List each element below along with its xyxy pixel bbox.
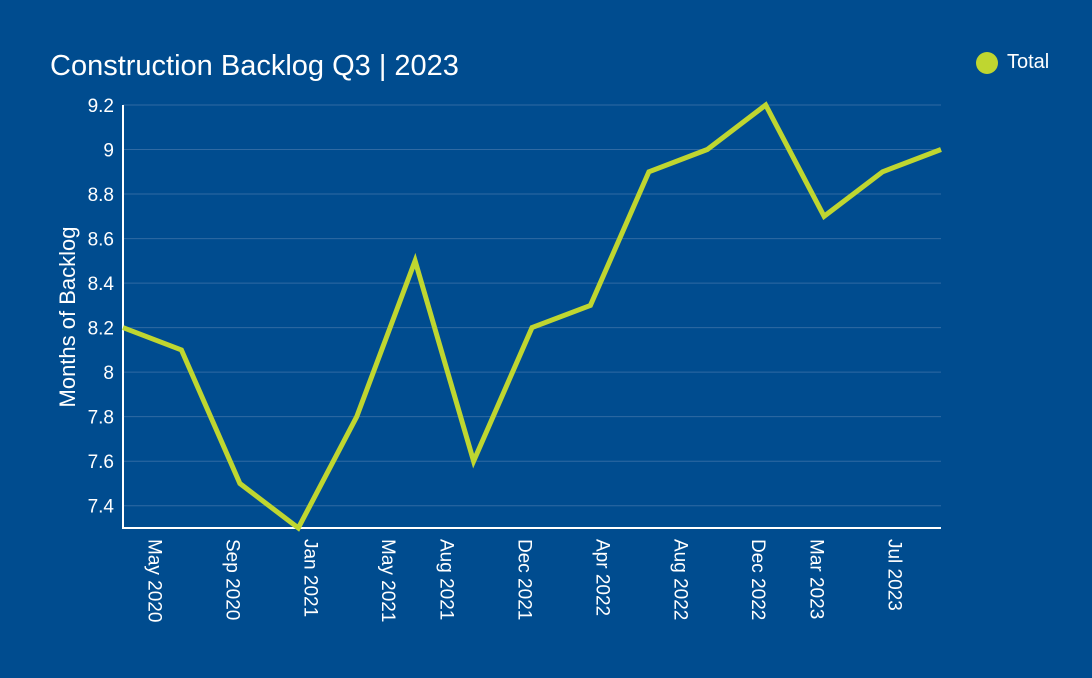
data-point[interactable] bbox=[585, 300, 595, 310]
y-tick-label: 7.8 bbox=[88, 408, 114, 429]
x-tick-label: Aug 2021 bbox=[436, 539, 457, 620]
y-tick-label: 7.4 bbox=[88, 497, 115, 518]
y-tick-label: 8.6 bbox=[88, 230, 114, 251]
y-tick-label: 9 bbox=[103, 141, 114, 162]
data-point[interactable] bbox=[410, 256, 420, 266]
y-tick-label: 8.4 bbox=[88, 274, 115, 295]
y-tick-label: 9.2 bbox=[88, 96, 114, 117]
legend-swatch-total[interactable] bbox=[976, 51, 998, 74]
x-tick-label: Dec 2021 bbox=[514, 539, 535, 620]
grid-lines bbox=[123, 104, 941, 507]
x-tick-label: Jan 2021 bbox=[299, 539, 320, 617]
x-tick-label: Dec 2022 bbox=[747, 539, 768, 620]
y-axis-title: Months of Backlog bbox=[55, 227, 80, 408]
data-point[interactable] bbox=[819, 211, 829, 221]
x-tick-label: Aug 2022 bbox=[669, 539, 690, 620]
chart-title: Construction Backlog Q3 | 2023 bbox=[50, 50, 459, 82]
data-point[interactable] bbox=[878, 167, 888, 177]
series-layer bbox=[118, 100, 946, 533]
data-point[interactable] bbox=[469, 456, 479, 466]
data-point[interactable] bbox=[761, 100, 771, 110]
y-tick-label: 7.6 bbox=[88, 452, 114, 473]
x-tick-label: May 2020 bbox=[143, 539, 164, 622]
data-point[interactable] bbox=[644, 167, 654, 177]
x-tick-label: May 2021 bbox=[377, 539, 398, 622]
data-point[interactable] bbox=[293, 523, 303, 533]
series-line-total[interactable] bbox=[122, 101, 942, 532]
data-point[interactable] bbox=[176, 345, 186, 355]
y-tick-label: 8.2 bbox=[88, 319, 114, 340]
y-tick-label: 8.8 bbox=[88, 185, 114, 206]
y-tick-labels: 7.4 7.6 7.8 8 8.2 8.4 8.6 8.8 9 9.2 bbox=[88, 96, 115, 518]
data-point[interactable] bbox=[118, 323, 128, 333]
y-tick-label: 8 bbox=[103, 363, 114, 384]
x-tick-label: Jul 2023 bbox=[884, 539, 905, 611]
legend: Total bbox=[976, 51, 1049, 74]
data-point[interactable] bbox=[352, 412, 362, 422]
x-tick-label: Sep 2020 bbox=[221, 539, 242, 620]
x-tick-label: Apr 2022 bbox=[591, 539, 612, 616]
data-point[interactable] bbox=[235, 478, 245, 488]
data-point[interactable] bbox=[527, 323, 537, 333]
x-tick-label: Mar 2023 bbox=[806, 539, 827, 619]
legend-label-total[interactable]: Total bbox=[1007, 51, 1050, 73]
axes bbox=[122, 105, 941, 529]
data-point[interactable] bbox=[936, 145, 946, 155]
x-tick-labels: May 2020 Sep 2020 Jan 2021 May 2021 Aug 2021… bbox=[143, 539, 904, 622]
data-point[interactable] bbox=[702, 145, 712, 155]
